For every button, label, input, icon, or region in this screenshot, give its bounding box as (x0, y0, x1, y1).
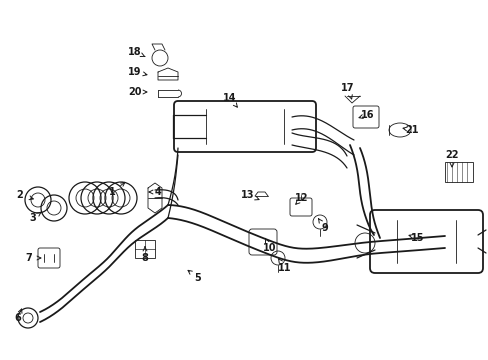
Text: 12: 12 (295, 193, 308, 203)
Text: 21: 21 (405, 125, 418, 135)
Text: 13: 13 (241, 190, 254, 200)
Text: 19: 19 (128, 67, 142, 77)
Text: 6: 6 (15, 313, 21, 323)
Text: 9: 9 (321, 223, 328, 233)
Text: 7: 7 (25, 253, 32, 263)
Text: 5: 5 (194, 273, 201, 283)
Text: 20: 20 (128, 87, 142, 97)
Text: 3: 3 (30, 213, 36, 223)
Bar (444, 162, 472, 182)
Text: 18: 18 (128, 47, 142, 57)
Text: 1: 1 (108, 187, 115, 197)
Text: 8: 8 (141, 253, 148, 263)
Text: 22: 22 (445, 150, 458, 160)
Text: 11: 11 (278, 263, 291, 273)
Bar (135, 240, 155, 258)
Text: 16: 16 (361, 110, 374, 120)
Text: 14: 14 (223, 93, 236, 103)
Text: 10: 10 (263, 243, 276, 253)
Text: 2: 2 (17, 190, 23, 200)
Text: 4: 4 (154, 187, 161, 197)
Text: 17: 17 (341, 83, 354, 93)
Text: 15: 15 (410, 233, 424, 243)
